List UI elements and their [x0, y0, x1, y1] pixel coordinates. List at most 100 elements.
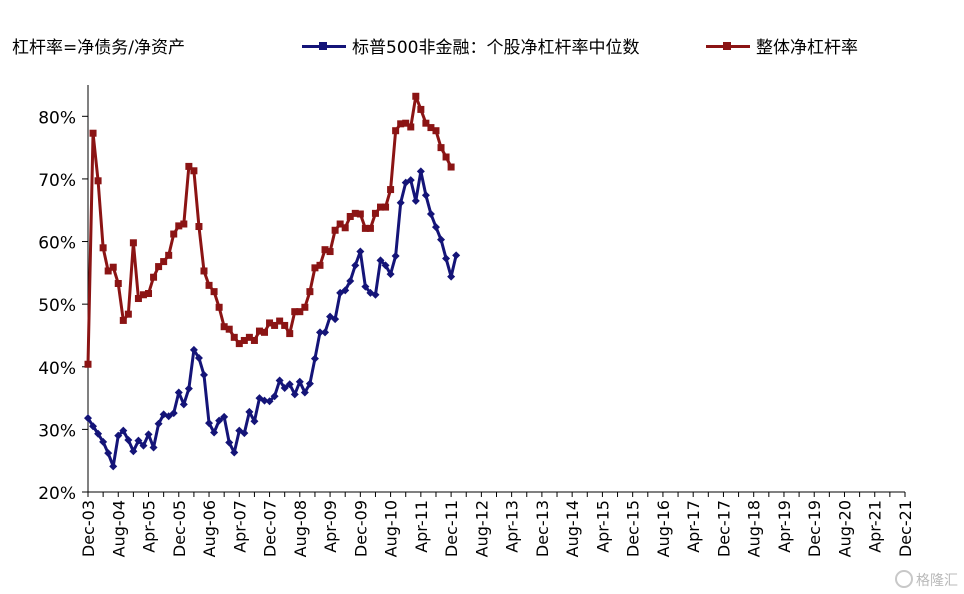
data-point [220, 323, 228, 331]
data-point [416, 167, 425, 176]
x-tick-label: Apr-09 [321, 500, 340, 553]
data-point [145, 290, 153, 298]
data-point [346, 212, 354, 220]
data-point [134, 295, 142, 303]
data-point [407, 123, 415, 131]
legend-label-overall: 整体净杠杆率 [756, 38, 858, 58]
x-tick-label: Aug-04 [109, 500, 128, 557]
data-point [200, 267, 208, 275]
data-point [154, 419, 163, 428]
data-point [194, 354, 203, 363]
data-point [270, 392, 279, 401]
data-point [295, 377, 304, 386]
data-point [315, 328, 324, 337]
series-0 [84, 167, 461, 471]
data-point [104, 267, 112, 275]
legend-swatch-median [302, 39, 346, 53]
data-point [104, 449, 113, 458]
data-point [437, 235, 446, 244]
data-point [452, 251, 461, 260]
data-point [139, 441, 148, 450]
data-point [371, 209, 379, 217]
x-tick-label: Aug-14 [563, 500, 582, 557]
data-point [280, 384, 289, 393]
data-point [382, 203, 390, 211]
x-tick-label: Apr-21 [866, 500, 885, 553]
data-point [422, 119, 430, 127]
data-point [321, 246, 329, 254]
data-point [155, 263, 163, 271]
x-tick-label: Dec-05 [170, 500, 189, 557]
data-point [371, 290, 380, 299]
x-tick-label: Aug-12 [472, 500, 491, 557]
data-point [89, 129, 97, 137]
data-point [205, 419, 214, 428]
data-point [377, 203, 385, 211]
data-point [250, 336, 258, 344]
data-point [189, 345, 198, 354]
data-point [99, 244, 107, 252]
data-point [260, 396, 269, 405]
data-point [290, 390, 299, 399]
legend-swatch-overall [706, 39, 750, 53]
data-point [109, 462, 118, 471]
data-point [351, 209, 359, 217]
data-point [230, 448, 239, 457]
data-point [170, 230, 178, 238]
data-point [190, 167, 198, 175]
x-tick-label: Dec-21 [896, 500, 915, 557]
data-point [220, 412, 229, 421]
data-point [402, 119, 410, 127]
watermark-logo-icon [895, 570, 913, 588]
data-point [316, 261, 324, 269]
data-point [235, 340, 243, 348]
data-point [215, 303, 223, 311]
data-point [195, 223, 203, 231]
x-tick-label: Dec-15 [624, 500, 643, 557]
data-point [215, 416, 224, 425]
x-tick-label: Apr-15 [593, 500, 612, 553]
series-1 [84, 92, 455, 368]
data-point [427, 124, 435, 132]
data-point [114, 431, 123, 440]
y-tick-label: 20% [38, 484, 76, 504]
data-point [331, 315, 340, 324]
data-point [426, 209, 435, 218]
x-tick-label: Dec-09 [351, 500, 370, 557]
data-point [245, 407, 254, 416]
data-point [275, 376, 284, 385]
data-point [89, 422, 98, 431]
data-point [185, 162, 193, 170]
data-point [366, 224, 374, 232]
y-tick-label: 40% [38, 359, 76, 379]
data-point [124, 310, 132, 318]
data-point [281, 321, 289, 329]
data-point [341, 286, 350, 295]
data-point [180, 220, 188, 228]
x-tick-label: Dec-11 [442, 500, 461, 557]
data-point [326, 248, 334, 256]
x-tick-label: Apr-19 [775, 500, 794, 553]
x-tick-label: Aug-20 [835, 500, 854, 557]
y-tick-label: 30% [38, 421, 76, 441]
watermark: 格隆汇 [895, 570, 958, 590]
data-point [286, 330, 294, 338]
data-point [160, 258, 168, 266]
data-point [225, 325, 233, 333]
data-point [300, 388, 309, 397]
data-point [421, 191, 430, 200]
data-point [331, 226, 339, 234]
data-point [310, 354, 319, 363]
data-point [210, 428, 219, 437]
x-tick-label: Dec-13 [533, 500, 552, 557]
data-point [184, 384, 193, 393]
data-point [84, 360, 92, 368]
x-tick-label: Aug-16 [654, 500, 673, 557]
data-point [265, 397, 274, 406]
data-point [321, 328, 330, 337]
data-point [129, 239, 137, 247]
data-point [306, 288, 314, 296]
data-point [84, 414, 92, 423]
data-point [149, 443, 158, 452]
x-tick-label: Apr-05 [140, 500, 159, 553]
